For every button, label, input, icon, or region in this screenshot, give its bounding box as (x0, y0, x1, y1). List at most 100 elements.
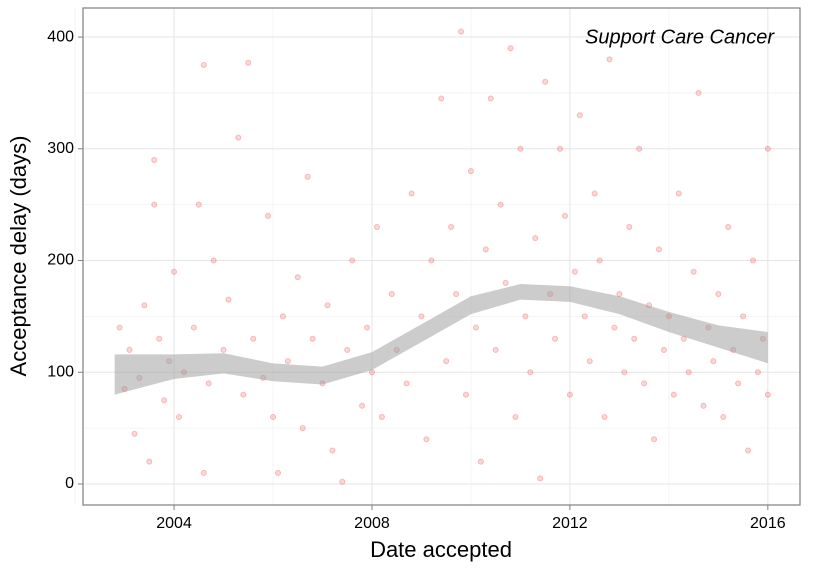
point (764, 145, 771, 152)
plot-border (82, 7, 801, 506)
x-axis-title: Date accepted (370, 537, 512, 562)
point (477, 458, 484, 465)
point (279, 313, 286, 320)
point (378, 413, 385, 420)
point (418, 313, 425, 320)
point (690, 268, 697, 275)
point (225, 296, 232, 303)
x-tick-label: 2012 (552, 515, 588, 532)
point (675, 190, 682, 197)
point (250, 335, 257, 342)
point (512, 413, 519, 420)
point (586, 358, 593, 365)
y-tick-label: 200 (47, 252, 74, 269)
point (482, 246, 489, 253)
point (453, 291, 460, 298)
point (299, 425, 306, 432)
point (591, 190, 598, 197)
point (349, 257, 356, 264)
x-tick-label: 2016 (750, 515, 786, 532)
point (517, 145, 524, 152)
point (116, 324, 123, 331)
point (670, 391, 677, 398)
x-tick-label: 2008 (354, 515, 390, 532)
point (745, 447, 752, 454)
point (695, 89, 702, 96)
point (388, 291, 395, 298)
point (423, 436, 430, 443)
point (749, 257, 756, 264)
point (636, 145, 643, 152)
point (700, 402, 707, 409)
point (497, 201, 504, 208)
point (339, 478, 346, 485)
point (467, 168, 474, 175)
point (596, 257, 603, 264)
point (458, 28, 465, 35)
point (725, 224, 732, 231)
point (715, 291, 722, 298)
point (576, 112, 583, 119)
point (626, 224, 633, 231)
point (606, 56, 613, 63)
y-tick-label: 0 (65, 475, 74, 492)
y-axis-title: Acceptance delay (days) (6, 136, 31, 377)
point (448, 224, 455, 231)
point (240, 391, 247, 398)
point (294, 274, 301, 281)
point (220, 346, 227, 353)
point (200, 469, 207, 476)
point (428, 257, 435, 264)
point (284, 358, 291, 365)
point (631, 335, 638, 342)
x-tick-label: 2004 (156, 515, 192, 532)
point (141, 302, 148, 309)
point (359, 402, 366, 409)
point (616, 291, 623, 298)
point (720, 413, 727, 420)
point (344, 346, 351, 353)
point (502, 279, 509, 286)
point (532, 235, 539, 242)
point (373, 224, 380, 231)
point (492, 346, 499, 353)
point (641, 380, 648, 387)
point (527, 369, 534, 376)
point (685, 369, 692, 376)
point (735, 380, 742, 387)
point (200, 61, 207, 68)
point (171, 268, 178, 275)
point (408, 190, 415, 197)
smooth-band (114, 283, 768, 395)
point (601, 413, 608, 420)
point (443, 358, 450, 365)
point (651, 436, 658, 443)
point (557, 145, 564, 152)
annotation: Support Care Cancer (585, 26, 775, 48)
point (195, 201, 202, 208)
point (552, 335, 559, 342)
point (131, 430, 138, 437)
point (151, 201, 158, 208)
point (710, 358, 717, 365)
point (542, 78, 549, 85)
point (245, 59, 252, 66)
point (487, 95, 494, 102)
point (304, 173, 311, 180)
point (205, 380, 212, 387)
point (581, 313, 588, 320)
point (522, 313, 529, 320)
point (472, 324, 479, 331)
point (156, 335, 163, 342)
point (611, 324, 618, 331)
point (655, 246, 662, 253)
point (235, 134, 242, 141)
point (126, 346, 133, 353)
point (190, 324, 197, 331)
point (754, 369, 761, 376)
point (364, 324, 371, 331)
y-tick-label: 300 (47, 140, 74, 157)
point (764, 391, 771, 398)
point (265, 212, 272, 219)
